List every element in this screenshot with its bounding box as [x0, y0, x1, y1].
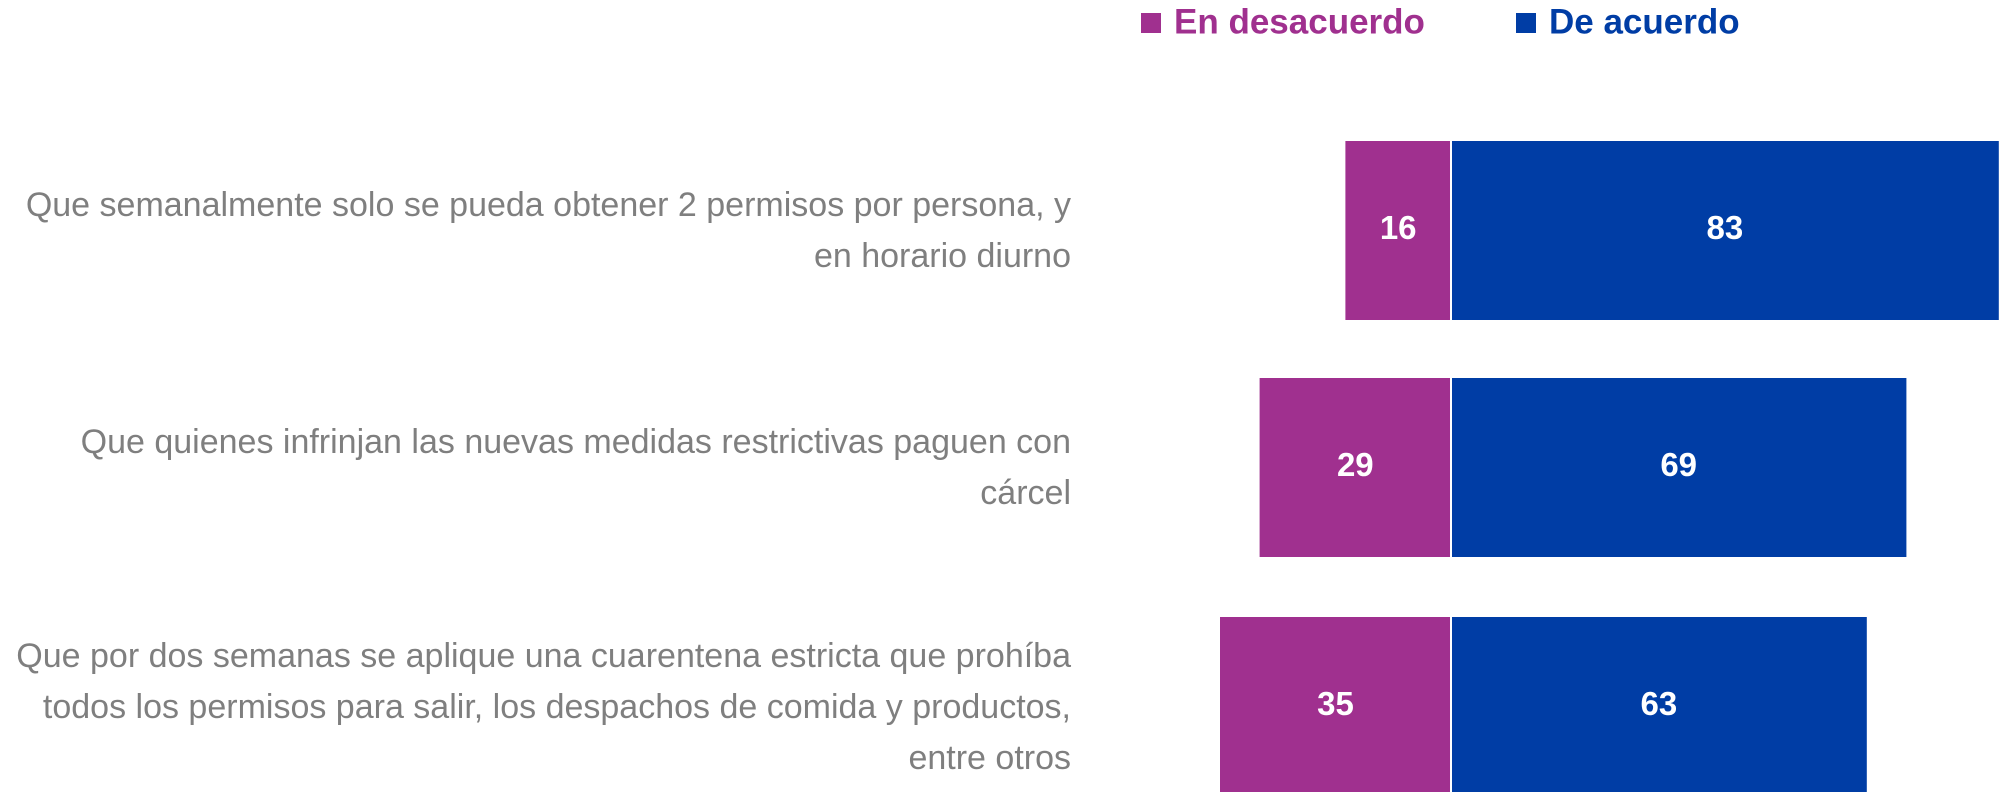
bar	[1451, 141, 1999, 320]
value-label: 29	[1337, 446, 1374, 483]
value-label: 83	[1707, 209, 1744, 246]
bar	[1451, 617, 1867, 792]
legend-swatch	[1516, 13, 1536, 33]
category-label: Que semanalmente solo se pueda obtener 2…	[25, 186, 1071, 275]
category-label-box: Que semanalmente solo se pueda obtener 2…	[0, 141, 1071, 321]
category-label-box: Que quienes infrinjan las nuevas medidas…	[0, 378, 1071, 558]
value-label: 35	[1317, 685, 1354, 722]
value-label: 63	[1641, 685, 1678, 722]
bar	[1220, 617, 1451, 792]
value-label: 16	[1380, 209, 1417, 246]
value-label: 69	[1660, 446, 1697, 483]
category-label: Que quienes infrinjan las nuevas medidas…	[80, 423, 1071, 512]
bar	[1451, 378, 1907, 557]
bar	[1345, 141, 1451, 320]
legend-label: De acuerdo	[1549, 2, 1740, 41]
legend-swatch	[1141, 13, 1161, 33]
bar	[1259, 378, 1451, 557]
category-label-box: Que por dos semanas se aplique una cuare…	[0, 617, 1071, 797]
category-label: Que por dos semanas se aplique una cuare…	[16, 636, 1071, 777]
legend-label: En desacuerdo	[1174, 2, 1425, 41]
